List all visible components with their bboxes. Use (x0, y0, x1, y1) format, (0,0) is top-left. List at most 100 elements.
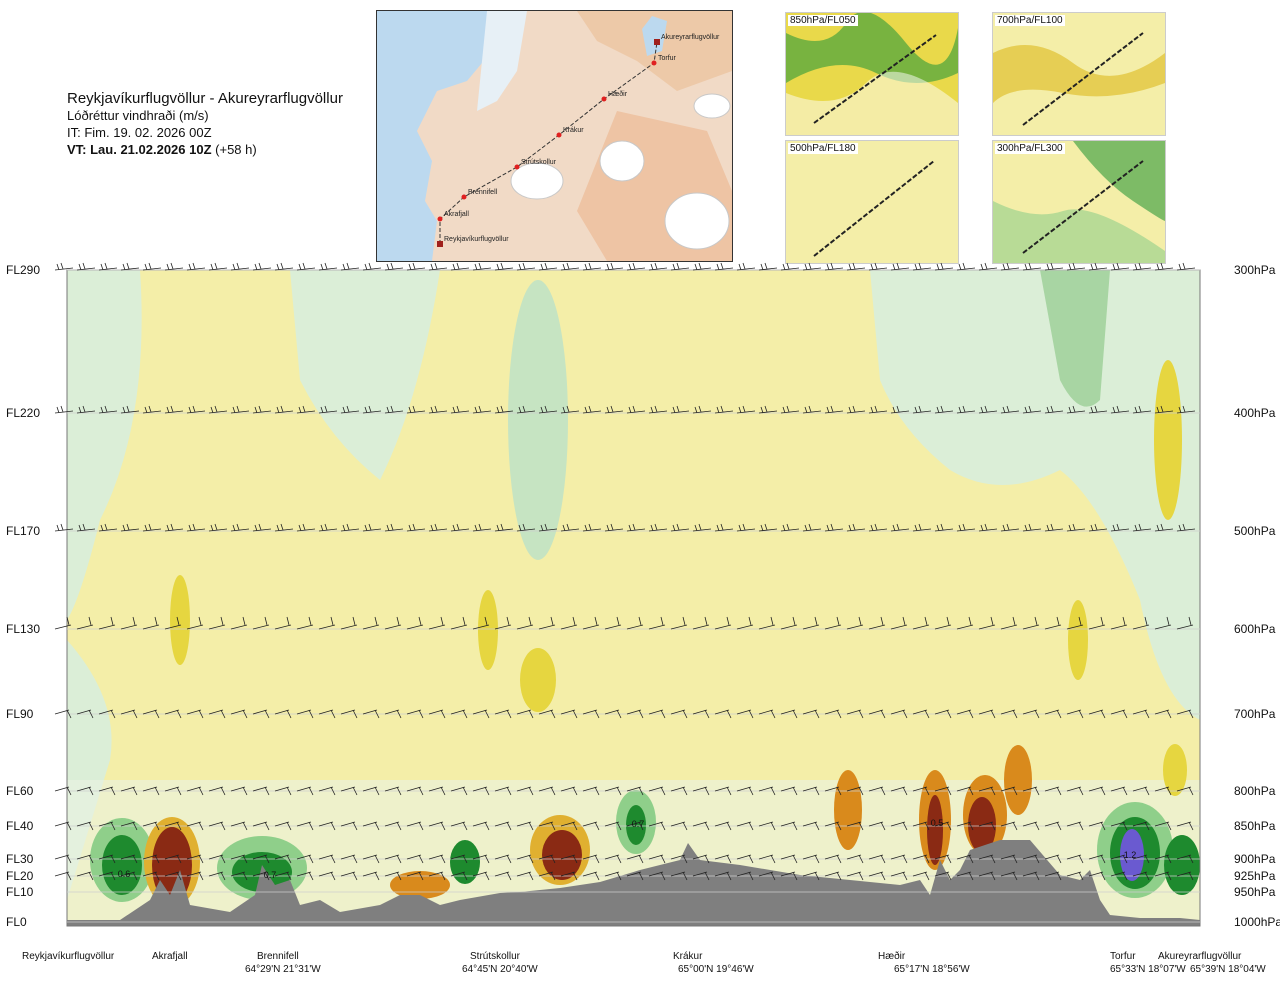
value-label: 1.2 (1124, 850, 1137, 860)
wind-barb (1176, 523, 1196, 532)
wind-barb (428, 616, 446, 630)
wind-barb (934, 405, 954, 414)
wind-barb (296, 854, 314, 864)
wind-barb (164, 262, 184, 271)
wind-barb (208, 786, 226, 796)
wind-barb (648, 523, 668, 532)
wind-barb (362, 709, 380, 719)
wind-barb (76, 262, 96, 271)
map-waypoint-marker (461, 194, 467, 200)
brown-cell-5 (927, 795, 943, 865)
green-cell-2 (217, 836, 307, 900)
wind-barb (1132, 821, 1150, 831)
wind-barb (648, 871, 666, 881)
wind-barb (296, 871, 314, 881)
wind-barb (758, 786, 776, 796)
wind-barb (406, 854, 424, 864)
wind-barb (296, 523, 316, 532)
wind-barb (802, 405, 822, 414)
map-waypoint-marker (514, 164, 520, 170)
wind-barb (252, 523, 272, 532)
brown-cell-2 (542, 830, 582, 880)
wind-barb (516, 262, 536, 271)
wind-barb (736, 821, 754, 831)
minimap-500-label: 500hPa/FL180 (788, 143, 858, 154)
wind-barb (1000, 854, 1018, 864)
minimap-850-label: 850hPa/FL050 (788, 15, 858, 26)
wind-barb (912, 262, 932, 271)
wind-barb (1132, 709, 1150, 719)
map-waypoint-marker (651, 60, 657, 66)
map-waypoint-label: Reykjavíkurflugvöllur (444, 236, 509, 243)
wind-barb (142, 871, 160, 881)
wind-barb (472, 854, 490, 864)
y-tick-left-fl130: FL130 (6, 622, 41, 636)
wind-barb (780, 523, 800, 532)
heatmap-field (67, 270, 1200, 926)
waypoint-name: Akrafjall (152, 951, 188, 962)
wind-barb (868, 405, 888, 414)
wind-barb (1044, 405, 1064, 414)
wind-barb (934, 709, 952, 719)
wind-barb (1000, 821, 1018, 831)
wind-barb (780, 871, 798, 881)
wind-barb (428, 821, 446, 831)
orange-cell-5 (919, 770, 951, 870)
wind-barb (780, 709, 798, 719)
wind-barb (560, 262, 580, 271)
wind-barb (120, 821, 138, 831)
waypoint-name: Torfur (1110, 951, 1136, 962)
wind-barb (208, 616, 226, 630)
wind-barb (714, 262, 734, 271)
terrain-profile (67, 840, 1200, 926)
y-tick-left-fl170: FL170 (6, 524, 41, 538)
y-tick-right-500hpa: 500hPa (1234, 524, 1276, 538)
map-waypoint-marker (437, 241, 443, 247)
wind-barb (1000, 871, 1018, 881)
wind-barb (670, 709, 688, 719)
wind-barb (582, 405, 602, 414)
wind-barb (978, 616, 996, 630)
wind-barb (120, 262, 140, 271)
wind-barb (406, 405, 426, 414)
wind-barb (868, 871, 886, 881)
wind-barb (76, 405, 96, 414)
wind-barb (890, 262, 910, 271)
wind-barb (252, 854, 270, 864)
wind-barb (98, 854, 116, 864)
wind-barb (274, 786, 292, 796)
wind-barb (604, 854, 622, 864)
waypoint-name: Reykjavíkurflugvöllur (22, 951, 115, 962)
wind-barb (802, 523, 822, 532)
wind-barb (1066, 262, 1086, 271)
wind-barb (274, 523, 294, 532)
wind-barb (824, 616, 842, 630)
wind-barb (384, 871, 402, 881)
wind-barb (1110, 821, 1128, 831)
minimap-300-drawing (993, 141, 1165, 263)
wind-barb (692, 871, 710, 881)
wind-barb (1066, 821, 1084, 831)
wind-barb (340, 523, 360, 532)
route-title: Reykjavíkurflugvöllur - Akureyrarflugvöl… (67, 90, 343, 107)
wind-barb (1176, 871, 1194, 881)
green-cell-5 (1164, 835, 1200, 895)
wind-barb (604, 405, 624, 414)
wind-barb (956, 405, 976, 414)
wind-barb (890, 523, 910, 532)
wind-barb (516, 405, 536, 414)
wind-barb (934, 821, 952, 831)
wind-barb (384, 616, 402, 630)
wind-barb (846, 616, 864, 630)
wind-barb (450, 405, 470, 414)
wind-barb (472, 709, 490, 719)
wind-barb (604, 616, 622, 630)
wind-barb (912, 786, 930, 796)
wind-barb (450, 709, 468, 719)
wind-barb (736, 871, 754, 881)
wind-barb (406, 262, 426, 271)
wind-barbs (54, 262, 1196, 881)
wind-barb (230, 262, 250, 271)
wind-barb (1000, 405, 1020, 414)
wind-barb (1066, 523, 1086, 532)
